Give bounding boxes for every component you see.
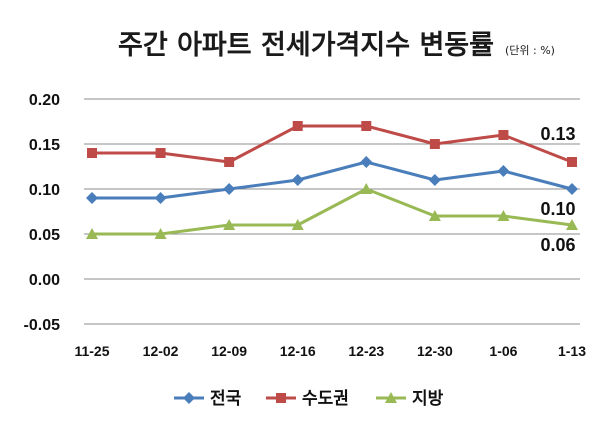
data-point: [154, 228, 167, 239]
series-layer: [86, 121, 578, 239]
y-tick-label: 0.00: [29, 272, 60, 289]
data-point: [86, 192, 98, 204]
legend-label: 지방: [412, 389, 444, 409]
x-tick-label: 1-13: [558, 343, 586, 359]
x-tick-label: 12-16: [280, 343, 316, 359]
data-point: [428, 210, 441, 221]
data-point: [361, 121, 372, 131]
legend-label: 수도권: [302, 389, 349, 409]
y-tick-label: 0.10: [29, 182, 60, 199]
data-point: [428, 174, 441, 186]
y-tick-label: 0.15: [29, 137, 60, 154]
data-point: [497, 165, 510, 177]
y-tick-label: 0.20: [29, 92, 60, 109]
data-point: [223, 183, 236, 195]
data-label: 0.06: [540, 235, 575, 255]
legend-item: 수도권: [266, 389, 349, 409]
chart-title: 주간 아파트 전세가격지수 변동률: [118, 30, 494, 61]
x-tick-label: 11-25: [74, 343, 109, 359]
legend-item: 전국: [174, 389, 242, 409]
series-3: [86, 183, 578, 239]
data-label: 0.13: [540, 124, 575, 144]
legend: 전국 수도권 지방: [174, 389, 444, 409]
data-point: [497, 210, 510, 221]
series-line: [92, 124, 573, 164]
x-tick-label: 12-09: [211, 343, 247, 359]
data-label: 0.10: [540, 199, 575, 219]
chart-subtitle: (단위 : %): [505, 44, 555, 57]
x-axis-ticks: 11-25 12-02 12-09 12-16 12-23 12-30 1-06 1-13: [74, 343, 586, 359]
series-line: [92, 160, 573, 200]
y-tick-label: -0.05: [24, 317, 61, 334]
legend-item: 지방: [376, 389, 444, 409]
x-tick-label: 12-30: [417, 343, 453, 359]
data-point: [291, 174, 304, 186]
data-point: [498, 130, 509, 140]
data-point: [86, 228, 98, 239]
data-point: [360, 183, 373, 194]
data-point: [223, 219, 236, 230]
legend-marker: [385, 392, 397, 403]
data-point: [566, 183, 578, 195]
series-1: [86, 156, 578, 204]
data-point: [429, 139, 440, 149]
data-point: [155, 148, 166, 158]
legend-marker: [183, 392, 195, 404]
x-tick-label: 12-02: [143, 343, 179, 359]
legend-label: 전국: [210, 389, 242, 409]
y-axis-ticks: 0.20 0.15 0.10 0.05 0.00 -0.05: [24, 92, 61, 334]
y-tick-label: 0.05: [29, 227, 60, 244]
series-2: [87, 121, 577, 167]
data-point: [154, 192, 167, 204]
data-point: [87, 148, 97, 158]
data-labels: 0.13 0.10 0.06: [540, 124, 575, 255]
series-line: [92, 187, 573, 236]
x-tick-label: 1-06: [489, 343, 517, 359]
legend-marker: [276, 393, 286, 403]
data-point: [566, 219, 578, 230]
data-point: [224, 157, 235, 167]
data-point: [292, 121, 303, 131]
data-point: [291, 219, 304, 230]
data-point: [360, 156, 373, 168]
data-point: [567, 157, 577, 167]
x-tick-label: 12-23: [348, 343, 384, 359]
